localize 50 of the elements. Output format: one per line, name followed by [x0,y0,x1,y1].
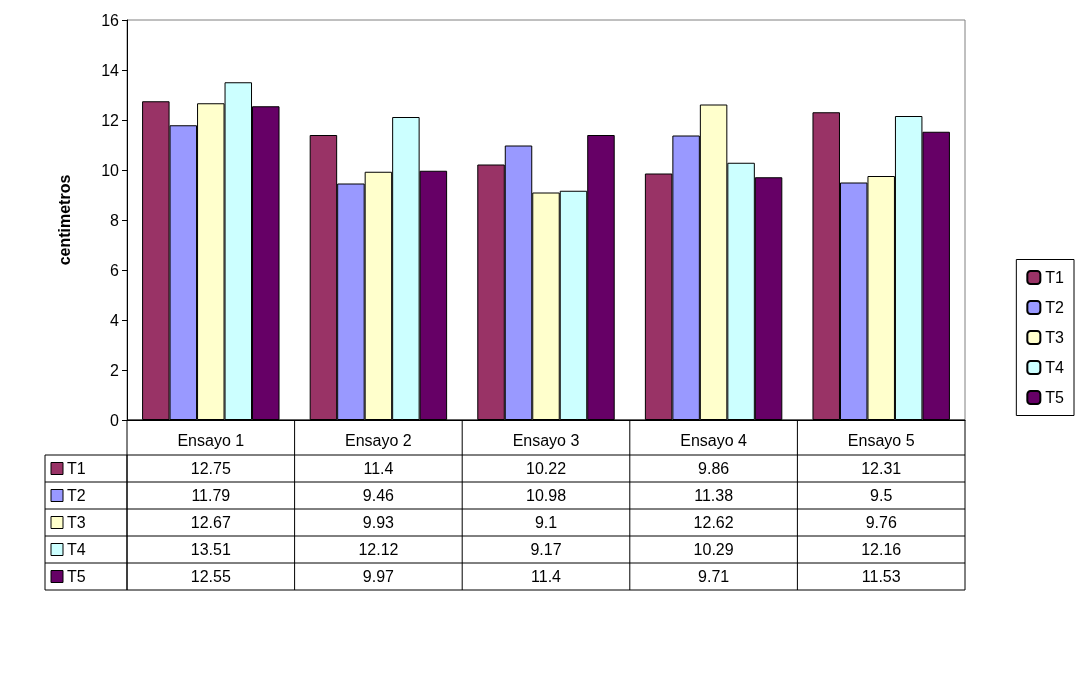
text: T2 [1045,299,1064,316]
legend-label: T2 [67,487,86,504]
data-label: 10.98 [525,487,567,504]
y-axis-title: centimetros [55,174,73,266]
data-label: 9.76 [865,514,897,531]
data-label: 11.4 [363,460,394,477]
data-label: 11.4 [531,568,562,585]
y-tick-label: 16 [101,11,120,29]
data-label: 9.86 [698,460,730,477]
data-label: 9.93 [362,514,395,531]
legend-label: T4 [1045,359,1065,376]
legend-label: T3 [67,514,86,531]
text: T1 [1045,269,1064,286]
data-label: 9.1 [534,514,558,531]
data-label: 9.17 [530,541,562,558]
x-tick-label: Ensayo 3 [512,431,580,449]
data-label: 12.75 [190,460,231,477]
x-tick-label: Ensayo 2 [345,431,412,449]
text: T4 [67,541,86,558]
data-label: 12.16 [861,541,902,558]
legend-label: T5 [1045,389,1065,406]
data-label: 12.62 [693,514,734,531]
data-label: 13.51 [190,541,231,558]
x-tick-label: Ensayo 4 [680,431,748,449]
y-tick-label: 8 [110,211,120,229]
text: T5 [67,568,86,585]
data-label: 12.55 [190,568,231,585]
y-tick-label: 0 [110,411,120,429]
data-label: 10.29 [693,541,734,558]
y-tick-label: 12 [101,111,120,129]
data-label: 10.22 [525,460,567,477]
y-tick-label: 6 [110,261,120,279]
data-label: 11.79 [191,487,231,504]
data-label: 9.71 [698,568,730,585]
text: T3 [1045,329,1064,346]
legend-label: T1 [67,460,86,477]
data-label: 12.67 [190,514,231,531]
data-label: 9.46 [362,487,395,504]
data-label: 11.53 [861,568,901,585]
data-label: 11.38 [694,487,734,504]
x-tick-label: Ensayo 1 [177,431,245,449]
y-tick-label: 14 [101,61,120,79]
data-label: 12.12 [358,541,399,558]
data-label: 12.31 [861,460,902,477]
y-tick-label: 4 [110,311,120,329]
y-tick-label: 2 [110,361,120,379]
y-tick-label: 10 [101,161,120,179]
x-tick-label: Ensayo 5 [847,431,915,449]
data-label: 9.5 [870,487,893,504]
data-label: 9.97 [362,568,395,585]
